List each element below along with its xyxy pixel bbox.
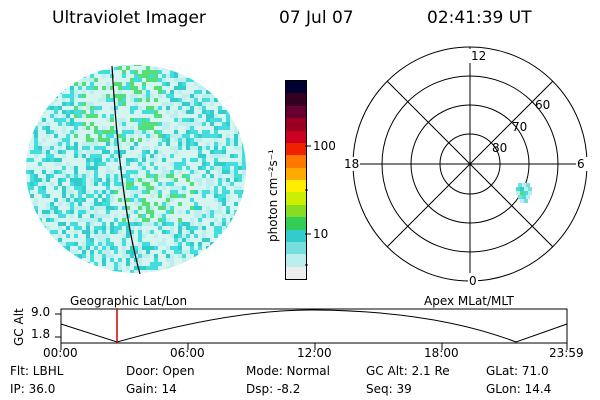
colorbar-segment [286,105,306,119]
info-glon: GLon: 14.4 [486,382,552,396]
timeline-y-axis-label: GC Alt [12,308,26,346]
colorbar-tick-100: 100 [313,139,336,153]
colorbar-segment [286,81,306,94]
info-door: Door: Open [126,364,195,378]
timeline-x-tick-3: 18:00 [424,346,459,360]
timeline-right-label: Apex MLat/MLT [424,294,514,308]
date-label: 07 Jul 07 [279,8,354,28]
colorbar-segment [286,93,306,106]
timeline-x-tick-4: 23:59 [549,346,584,360]
timeline-frame [60,308,568,344]
colorbar-segment [286,167,306,180]
colorbar-tick-10: 10 [313,227,329,241]
uv-image-panel [26,65,246,275]
timeline-plot [55,308,568,350]
colorbar-segment [286,229,306,242]
colorbar-segment [286,266,306,279]
polar-lat-80: 80 [492,141,507,155]
timeline-y-tick-min: 1.8 [31,327,51,341]
polar-label-left: 18 [344,157,359,171]
polar-plot: 12 0 18 6 60 70 80 [342,46,588,288]
timeline-left-label: Geographic Lat/Lon [70,294,188,308]
colorbar-segment [286,118,306,131]
colorbar-segment [286,142,306,156]
colorbar [285,80,307,280]
colorbar-unit-label: photon cm⁻²s⁻¹ [266,149,280,242]
info-glat: GLat: 71.0 [486,364,549,378]
colorbar-segment [286,241,306,255]
uv-image-pixels [26,65,246,273]
polar-lat-60: 60 [535,98,550,112]
info-ip: IP: 36.0 [10,382,56,396]
polar-aurora-blob [516,183,532,203]
timeline-y-tick-max: 9.0 [31,305,51,319]
polar-label-top: 12 [471,49,486,63]
info-dsp: Dsp: -8.2 [246,382,301,396]
timeline-x-tick-2: 12:00 [297,346,332,360]
colorbar-segment [286,204,306,218]
terminator-line [111,65,141,275]
time-label: 02:41:39 UT [427,8,532,28]
colorbar-segment [286,217,306,230]
info-filter: Flt: LBHL [10,364,64,378]
info-gc-alt: GC Alt: 2.1 Re [366,364,450,378]
info-gain: Gain: 14 [126,382,177,396]
polar-label-right: 6 [577,157,585,171]
app-title: Ultraviolet Imager [52,8,206,28]
polar-label-bottom: 0 [469,274,477,288]
colorbar-segment [286,254,306,267]
polar-lat-70: 70 [512,120,527,134]
colorbar-segment [286,155,306,168]
gc-alt-curve [60,309,568,343]
info-seq: Seq: 39 [366,382,412,396]
colorbar-segment [286,192,306,205]
colorbar-segment [286,180,306,193]
colorbar-segment [286,130,306,143]
timeline-x-tick-1: 06:00 [170,346,205,360]
timeline-x-tick-0: 00:00 [43,346,78,360]
info-mode: Mode: Normal [246,364,330,378]
